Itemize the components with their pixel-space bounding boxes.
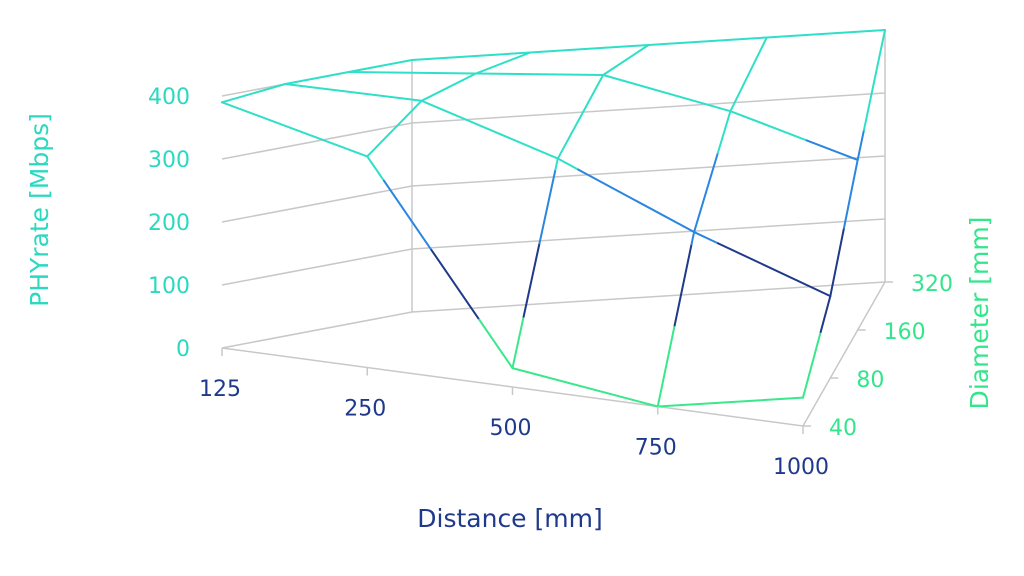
surface-segment	[474, 72, 605, 76]
surface-layer	[221, 29, 886, 408]
surface-segment	[511, 367, 659, 408]
z-axis-title: PHYrate [Mbps]	[25, 113, 54, 307]
surface-segment	[829, 227, 845, 298]
surface-segment	[554, 157, 559, 171]
surface-segment	[347, 71, 477, 75]
surface-segment	[556, 74, 605, 160]
z-gridline	[221, 281, 886, 349]
surface-segment	[511, 315, 525, 370]
surface-segment	[284, 83, 423, 102]
surface-segment	[717, 242, 832, 298]
surface-segment	[765, 29, 886, 39]
surface-segment	[366, 155, 385, 182]
y-tick-label: 160	[884, 320, 926, 345]
surface-segment	[529, 44, 650, 54]
surface-segment	[577, 168, 696, 234]
surface-segment	[656, 396, 804, 408]
surface-segment	[221, 83, 287, 104]
x-tick-label: 1000	[773, 455, 829, 480]
surface-segment	[602, 74, 732, 113]
surface-segment	[693, 231, 720, 245]
x-tick-label: 500	[490, 416, 532, 441]
surface-segment	[538, 168, 557, 245]
surface-segment	[673, 243, 693, 327]
surface-segment	[347, 59, 413, 73]
surface-segment	[522, 242, 541, 318]
surface-segment	[843, 158, 859, 229]
z-tick-label: 300	[148, 148, 190, 173]
y-tick-label: 320	[911, 272, 953, 297]
surface-segment	[284, 71, 350, 85]
y-axis-line	[802, 281, 886, 427]
surface-segment	[856, 128, 865, 161]
surface-segment	[430, 249, 481, 321]
z-gridline	[221, 92, 886, 160]
z-tick-label: 0	[176, 337, 190, 362]
surface-segment	[474, 51, 532, 75]
surface-segment	[382, 179, 433, 252]
surface-segment	[221, 101, 369, 158]
surface-segment	[716, 110, 732, 154]
surface-segment	[420, 72, 477, 102]
surface-segment	[693, 152, 719, 234]
surface-segment	[602, 44, 650, 76]
x-tick-label: 250	[344, 397, 386, 422]
surface-segment	[729, 110, 808, 142]
surface-segment	[420, 99, 559, 160]
surface-segment	[819, 295, 832, 333]
x-axis-title: Distance [mm]	[417, 504, 602, 533]
surface-segment	[478, 318, 514, 370]
surface-segment	[656, 324, 676, 408]
y-tick-label: 40	[829, 416, 857, 441]
surface-segment	[411, 51, 532, 61]
surface-segment	[556, 157, 580, 171]
z-tick-label: 100	[148, 274, 190, 299]
y-axis-title: Diameter [mm]	[965, 217, 994, 410]
surface-segment	[690, 231, 696, 246]
surface-segment	[802, 330, 822, 399]
surface-segment	[729, 36, 768, 113]
z-gridline	[221, 155, 886, 223]
y-tick-label: 80	[856, 368, 884, 393]
surface-segment	[862, 29, 886, 131]
z-gridline	[221, 29, 886, 97]
surface-segment	[647, 36, 768, 46]
z-tick-label: 400	[148, 85, 190, 110]
x-tick-label: 750	[635, 436, 677, 461]
x-tick-label: 125	[199, 377, 241, 402]
surface-segment	[366, 99, 423, 158]
surface-segment	[805, 139, 859, 161]
z-tick-label: 200	[148, 211, 190, 236]
